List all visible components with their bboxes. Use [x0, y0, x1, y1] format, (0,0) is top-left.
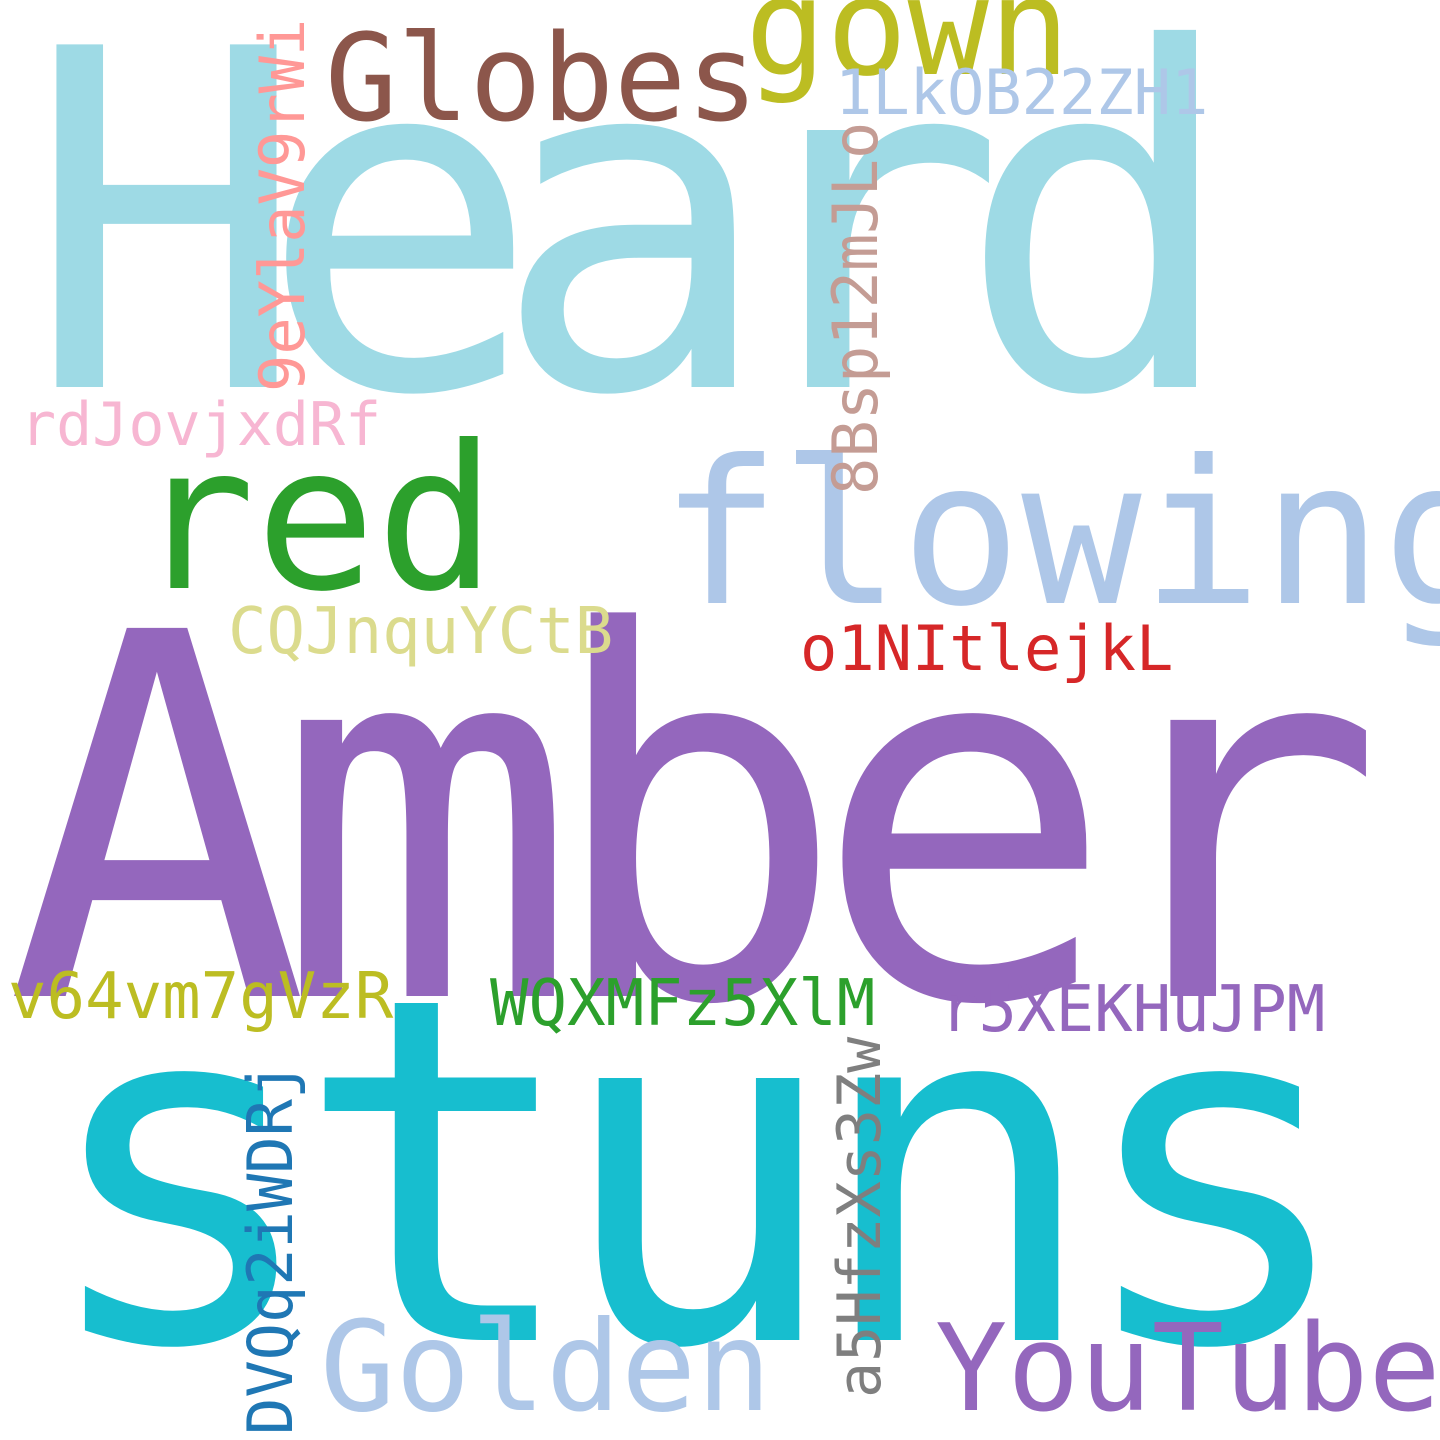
word-8bsp12mjlo: 8Bsp12mJLo [819, 121, 892, 495]
word-stuns: stuns [35, 895, 1360, 1440]
word-cqjnquyctb: CQJnquYCtB [228, 595, 614, 669]
word-globes: Globes [325, 10, 759, 149]
word-1lkob22zh1: 1LkOB22ZH1 [835, 56, 1209, 129]
word-rdjovjxdrf: rdJovjxdRf [20, 390, 382, 460]
word-dvqq2iwdrj: DVQq2iWDRj [234, 1061, 307, 1435]
word-o1nitlejkl: o1NItlejkL [800, 612, 1174, 685]
word-gown: gown [745, 0, 1071, 106]
word-red: red [135, 403, 497, 636]
word-v64vm7gvzr: v64vm7gVzR [8, 960, 394, 1034]
word-9eylav9rwi: 9eYlaV9rWi [246, 18, 319, 392]
word-heard: Heard [25, 0, 1240, 498]
word-wqxmfz5xlm: WQXMFz5XlM [490, 967, 876, 1041]
word-youtube: YouTube [935, 1300, 1440, 1439]
word-r5xekhujpm: r5XEKHuJPM [940, 973, 1326, 1047]
word-golden: Golden [320, 1295, 772, 1440]
word-amber: Amber [5, 528, 1385, 1116]
word-a5hfzxs3zw: a5HfzXs3Zw [825, 1036, 895, 1398]
word-flowing: flowing [660, 418, 1440, 651]
